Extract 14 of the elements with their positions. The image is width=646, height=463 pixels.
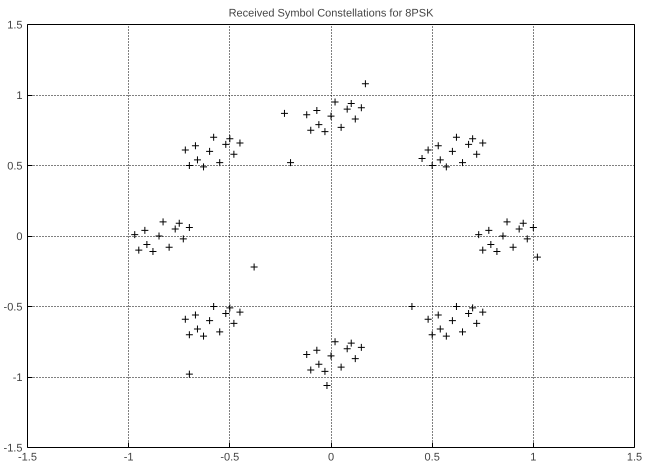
y-tick-label: 0.5 — [7, 160, 23, 172]
x-tick-label: 0.5 — [424, 452, 440, 463]
y-tick-label: -1.5 — [4, 442, 23, 454]
chart-title: Received Symbol Constellations for 8PSK — [228, 8, 434, 20]
x-tick-label: -1 — [124, 452, 134, 463]
y-tick-label: -1 — [12, 372, 22, 384]
x-tick-label: 0 — [328, 452, 334, 463]
x-tick-label: -0.5 — [220, 452, 240, 463]
y-tick-label: 1.5 — [7, 20, 23, 32]
x-tick-label: 1.5 — [626, 452, 642, 463]
x-tick-label: 1 — [530, 452, 536, 463]
y-tick-label: -0.5 — [4, 302, 23, 314]
y-tick-label: 1 — [16, 90, 23, 102]
y-tick-label: 0 — [16, 231, 23, 243]
